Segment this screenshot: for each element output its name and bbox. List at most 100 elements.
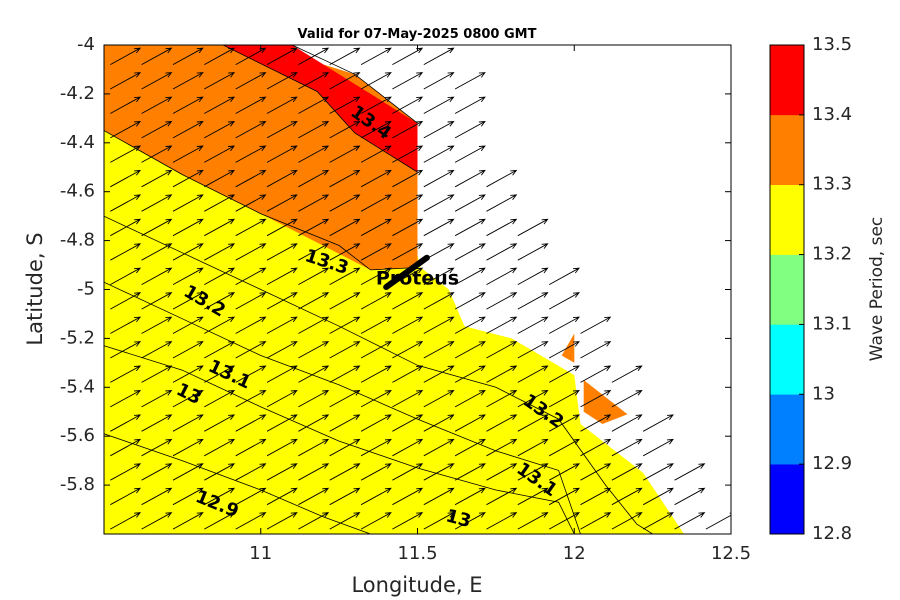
direction-arrow — [235, 463, 267, 481]
direction-arrow — [235, 389, 267, 408]
direction-arrow — [517, 365, 549, 383]
direction-arrow — [423, 169, 455, 188]
y-tick-label: -5.6 — [60, 425, 95, 446]
direction-arrow — [329, 218, 361, 237]
direction-arrow — [298, 365, 330, 383]
x-tick-label: 12.5 — [711, 543, 751, 564]
direction-arrow — [517, 463, 549, 481]
direction-arrow — [548, 292, 580, 310]
direction-arrow — [110, 47, 142, 65]
direction-arrow — [172, 463, 204, 481]
colorbar-tick-label: 13.1 — [812, 313, 852, 334]
contour-12.9 — [104, 433, 371, 534]
direction-arrow — [204, 243, 236, 261]
direction-arrow — [360, 218, 392, 237]
direction-arrow — [172, 512, 204, 530]
direction-arrow — [486, 365, 518, 383]
direction-arrow — [266, 96, 298, 114]
direction-arrow — [486, 267, 518, 285]
direction-arrow — [235, 341, 267, 359]
direction-arrow — [517, 341, 549, 359]
direction-arrow — [486, 169, 518, 188]
direction-arrow — [611, 414, 643, 432]
direction-arrow — [204, 463, 236, 481]
direction-arrow — [423, 267, 455, 285]
colorbar: 12.8 12.9 13 13.1 13.2 13.3 13.4 13.5 — [769, 34, 852, 544]
direction-arrow — [172, 145, 204, 163]
direction-arrow — [329, 72, 361, 90]
direction-arrow — [141, 120, 173, 139]
direction-arrow — [141, 414, 173, 432]
direction-arrow — [141, 72, 173, 90]
direction-arrow — [674, 463, 706, 481]
direction-arrow — [172, 243, 204, 261]
direction-arrow — [141, 365, 173, 383]
direction-arrow — [235, 292, 267, 310]
direction-arrow — [204, 169, 236, 188]
direction-arrow — [486, 389, 518, 408]
direction-arrow — [392, 243, 424, 261]
direction-arrow — [454, 463, 486, 481]
direction-arrow — [110, 463, 142, 481]
direction-arrow — [235, 218, 267, 237]
direction-arrow — [235, 194, 267, 212]
direction-arrow — [266, 365, 298, 383]
direction-arrow — [266, 169, 298, 188]
direction-arrow — [580, 365, 612, 383]
direction-arrow — [674, 487, 706, 506]
direction-arrow — [454, 316, 486, 334]
direction-arrow — [580, 487, 612, 506]
direction-arrow — [235, 169, 267, 188]
colorbar-swatch — [770, 394, 804, 465]
direction-arrow — [329, 169, 361, 188]
wave-direction-arrows — [110, 47, 731, 530]
direction-arrow — [360, 145, 392, 163]
direction-arrow — [580, 414, 612, 432]
direction-arrow — [141, 145, 173, 163]
y-tick-label: -4 — [77, 34, 95, 55]
direction-arrow — [392, 292, 424, 310]
direction-arrow — [392, 463, 424, 481]
direction-arrow — [392, 145, 424, 163]
direction-arrow — [266, 292, 298, 310]
direction-arrow — [329, 47, 361, 65]
direction-arrow — [517, 292, 549, 310]
direction-arrow — [235, 120, 267, 139]
direction-arrow — [141, 487, 173, 506]
direction-arrow — [548, 487, 580, 506]
direction-arrow — [454, 341, 486, 359]
direction-arrow — [110, 414, 142, 432]
direction-arrow — [266, 438, 298, 457]
direction-arrow — [235, 414, 267, 432]
direction-arrow — [110, 145, 142, 163]
direction-arrow — [392, 438, 424, 457]
direction-arrow — [141, 194, 173, 212]
y-tick-label: -4.6 — [60, 181, 95, 202]
direction-arrow — [642, 487, 674, 506]
direction-arrow — [266, 218, 298, 237]
direction-arrow — [141, 463, 173, 481]
colorbar-swatch — [770, 184, 804, 255]
direction-arrow — [517, 389, 549, 408]
direction-arrow — [423, 438, 455, 457]
direction-arrow — [517, 487, 549, 506]
direction-arrow — [486, 487, 518, 506]
contour-13.4 — [291, 45, 418, 124]
direction-arrow — [141, 341, 173, 359]
direction-arrow — [580, 463, 612, 481]
colorbar-label: Wave Period, sec — [867, 217, 887, 362]
direction-arrow — [360, 414, 392, 432]
direction-arrow — [611, 463, 643, 481]
direction-arrow — [141, 292, 173, 310]
direction-arrow — [548, 438, 580, 457]
direction-arrow — [204, 72, 236, 90]
x-axis-label: Longitude, E — [351, 573, 482, 597]
y-axis-label: Latitude, S — [23, 232, 47, 345]
direction-arrow — [360, 96, 392, 114]
contour-lines — [104, 45, 653, 534]
direction-arrow — [266, 243, 298, 261]
direction-arrow — [141, 169, 173, 188]
direction-arrow — [110, 341, 142, 359]
direction-arrow — [454, 96, 486, 114]
